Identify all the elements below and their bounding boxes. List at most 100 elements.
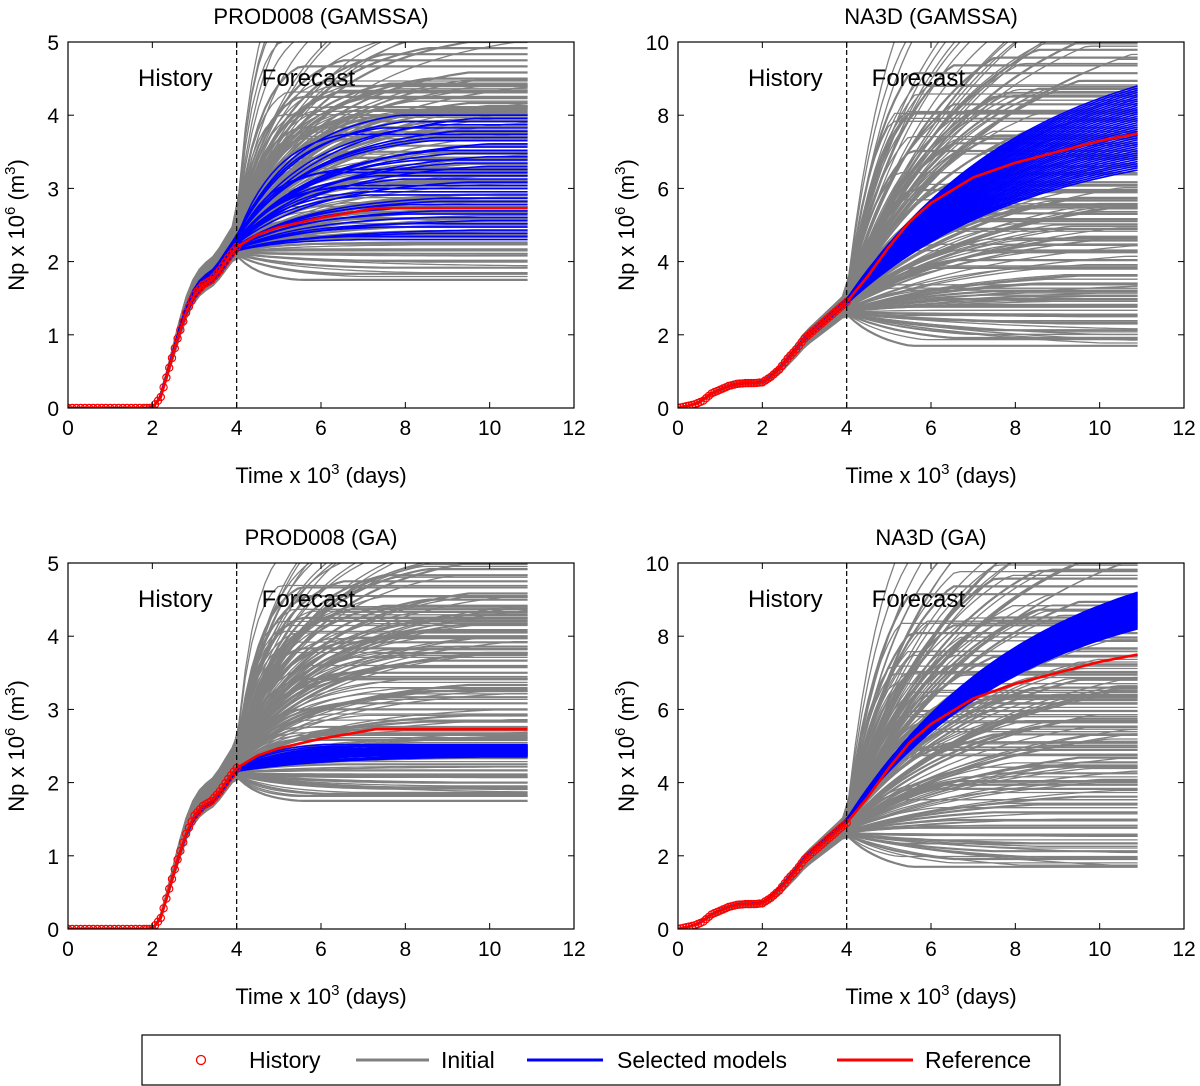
initial-model-curve — [68, 580, 528, 929]
initial-model-curve — [68, 584, 528, 929]
x-tick-label: 12 — [562, 417, 585, 440]
history-point — [173, 855, 182, 864]
curve-layer — [68, 563, 528, 929]
history-point — [170, 865, 179, 874]
initial-model-curve — [68, 88, 528, 408]
selected-model-curve — [68, 197, 528, 408]
y-axis-label-exponent: 6 — [2, 728, 19, 736]
x-tick-label: 0 — [62, 417, 74, 440]
x-tick-label: 8 — [1009, 417, 1021, 440]
annotation-forecast: Forecast — [872, 586, 966, 613]
history-point — [701, 915, 711, 924]
initial-model-curve — [68, 253, 528, 408]
y-axis-label-main: Np x 10 — [614, 215, 639, 291]
history-point — [820, 838, 829, 847]
x-tick-label: 10 — [478, 417, 501, 440]
history-point — [735, 900, 745, 909]
curve-layer — [68, 42, 528, 408]
x-tick-label: 6 — [925, 938, 937, 961]
history-point — [84, 924, 94, 929]
initial-model-curve — [68, 244, 528, 408]
initial-model-curve — [68, 775, 528, 929]
history-point — [167, 353, 177, 363]
initial-model-curve — [68, 772, 528, 929]
x-axis-label-main: Time x 10 — [235, 463, 331, 488]
y-tick-label: 1 — [47, 325, 59, 348]
initial-model-curve — [68, 765, 528, 929]
initial-model-curve — [68, 671, 528, 929]
x-axis-label: Time x 103 (days) — [235, 982, 406, 1009]
history-point — [834, 826, 843, 835]
legend-label-initial: Initial — [441, 1047, 495, 1073]
y-axis-label-unit-exponent: 3 — [612, 688, 629, 696]
initial-model-curve — [68, 563, 314, 929]
x-tick-label: 2 — [756, 417, 768, 440]
initial-model-curve — [68, 242, 528, 408]
initial-model-curve — [68, 774, 528, 929]
selected-model-curve — [68, 746, 528, 929]
annotation-forecast: Forecast — [262, 586, 356, 613]
y-tick-label: 5 — [47, 32, 59, 55]
y-axis-label-unit-exponent: 3 — [2, 167, 19, 175]
initial-model-curve — [68, 652, 528, 929]
x-axis-label-main: Time x 10 — [845, 463, 941, 488]
initial-model-curve — [68, 65, 528, 408]
initial-model-curve — [68, 563, 328, 929]
history-point — [800, 855, 809, 864]
history-point — [139, 924, 149, 929]
initial-model-curve — [68, 42, 328, 408]
history-point — [159, 904, 168, 913]
initial-model-curve — [68, 772, 528, 929]
initial-model-curve — [68, 774, 528, 929]
y-tick-label: 4 — [657, 773, 669, 796]
y-axis-label-exponent: 6 — [612, 728, 629, 736]
history-point — [817, 319, 826, 328]
initial-model-curve — [68, 637, 528, 929]
x-axis-label-unit: (days) — [339, 463, 406, 488]
selected-model-curve — [68, 210, 528, 408]
history-point — [749, 378, 759, 388]
history-point — [114, 924, 123, 929]
history-point — [749, 899, 759, 909]
initial-model-curve — [68, 616, 528, 929]
x-tick-label: 4 — [841, 938, 853, 961]
annotation-forecast: Forecast — [262, 65, 356, 92]
initial-model-curve — [68, 651, 528, 929]
x-axis-label-main: Time x 10 — [845, 984, 941, 1009]
history-point — [732, 900, 742, 910]
history-point — [215, 266, 224, 275]
history-point — [746, 378, 756, 388]
x-tick-label: 0 — [62, 938, 74, 961]
initial-model-curve — [68, 42, 309, 408]
history-point — [825, 312, 835, 321]
initial-model-curve — [68, 251, 528, 408]
history-point — [808, 847, 818, 857]
y-axis-label-close: ) — [614, 159, 639, 166]
y-tick-label: 8 — [657, 626, 669, 649]
x-tick-label: 8 — [399, 938, 411, 961]
x-axis-label: Time x 103 (days) — [845, 461, 1016, 488]
history-point — [699, 917, 708, 926]
history-point — [805, 850, 815, 859]
initial-model-curve — [68, 664, 528, 929]
annotation-history: History — [138, 586, 213, 613]
initial-model-curve — [68, 683, 528, 929]
initial-model-curve — [68, 71, 528, 408]
initial-model-curve — [68, 80, 528, 408]
initial-model-curve — [68, 250, 528, 408]
history-point — [159, 383, 168, 392]
y-axis-label-main: Np x 10 — [614, 736, 639, 812]
y-axis-label-close: ) — [4, 159, 29, 166]
history-point — [839, 821, 849, 830]
history-point — [76, 924, 85, 929]
history-point — [145, 924, 154, 929]
history-point — [817, 840, 826, 850]
initial-model-curve — [68, 214, 528, 408]
y-tick-label: 10 — [646, 553, 669, 576]
legend-label-reference: Reference — [925, 1047, 1031, 1073]
curve-layer — [678, 42, 1138, 408]
selected-model-curve — [68, 216, 528, 408]
y-tick-label: 2 — [657, 846, 669, 869]
history-point — [752, 899, 761, 909]
